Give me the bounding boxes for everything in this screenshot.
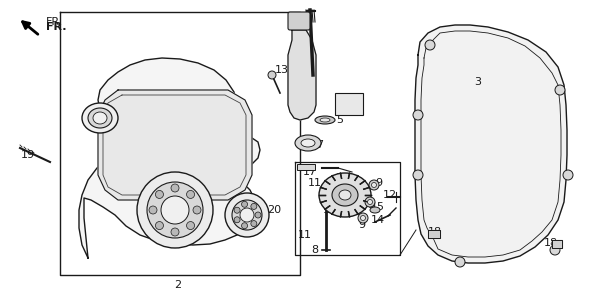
Circle shape bbox=[225, 193, 269, 237]
Circle shape bbox=[161, 196, 189, 224]
Text: FR.: FR. bbox=[46, 17, 64, 27]
Bar bbox=[297, 164, 315, 170]
Ellipse shape bbox=[332, 184, 358, 206]
Circle shape bbox=[251, 203, 257, 209]
Circle shape bbox=[171, 228, 179, 236]
Circle shape bbox=[251, 221, 257, 227]
Ellipse shape bbox=[295, 135, 321, 151]
Ellipse shape bbox=[320, 118, 330, 122]
Circle shape bbox=[137, 172, 213, 248]
Text: 16: 16 bbox=[86, 113, 100, 123]
Circle shape bbox=[240, 208, 254, 222]
Circle shape bbox=[241, 201, 248, 207]
Circle shape bbox=[360, 216, 365, 221]
Text: 2: 2 bbox=[175, 280, 182, 290]
Circle shape bbox=[255, 212, 261, 218]
Text: 17: 17 bbox=[303, 167, 317, 177]
Text: 9: 9 bbox=[368, 200, 375, 210]
Circle shape bbox=[155, 222, 163, 230]
Text: 12: 12 bbox=[383, 190, 397, 200]
Text: 3: 3 bbox=[474, 77, 481, 87]
Circle shape bbox=[555, 85, 565, 95]
Polygon shape bbox=[79, 58, 260, 258]
Ellipse shape bbox=[370, 207, 380, 213]
Circle shape bbox=[147, 182, 203, 238]
Ellipse shape bbox=[315, 116, 335, 124]
Text: 9: 9 bbox=[375, 178, 382, 188]
Circle shape bbox=[186, 191, 195, 198]
Circle shape bbox=[171, 184, 179, 192]
Text: 18: 18 bbox=[428, 227, 442, 237]
Circle shape bbox=[155, 191, 163, 198]
Text: 10: 10 bbox=[323, 205, 337, 215]
Circle shape bbox=[193, 206, 201, 214]
Circle shape bbox=[550, 245, 560, 255]
Ellipse shape bbox=[339, 190, 351, 200]
Circle shape bbox=[413, 110, 423, 120]
Text: 11: 11 bbox=[298, 230, 312, 240]
Circle shape bbox=[365, 197, 375, 207]
Circle shape bbox=[369, 180, 379, 190]
Circle shape bbox=[232, 200, 262, 230]
Text: 9: 9 bbox=[359, 220, 366, 230]
Circle shape bbox=[234, 207, 240, 213]
Circle shape bbox=[372, 182, 376, 188]
Ellipse shape bbox=[82, 103, 118, 133]
Text: 11: 11 bbox=[308, 178, 322, 188]
Polygon shape bbox=[288, 30, 316, 120]
Circle shape bbox=[149, 206, 157, 214]
Polygon shape bbox=[552, 240, 562, 248]
Circle shape bbox=[186, 222, 195, 230]
Polygon shape bbox=[415, 25, 567, 263]
Text: 19: 19 bbox=[21, 150, 35, 160]
Text: 7: 7 bbox=[316, 140, 323, 150]
Ellipse shape bbox=[88, 108, 112, 128]
Text: 13: 13 bbox=[275, 65, 289, 75]
Text: 4: 4 bbox=[350, 97, 358, 107]
Bar bbox=[335, 93, 363, 115]
Circle shape bbox=[425, 40, 435, 50]
Text: 18: 18 bbox=[544, 238, 558, 248]
Text: 8: 8 bbox=[312, 245, 319, 255]
Circle shape bbox=[241, 223, 248, 229]
Ellipse shape bbox=[93, 112, 107, 124]
Circle shape bbox=[455, 257, 465, 267]
Circle shape bbox=[268, 71, 276, 79]
Text: 20: 20 bbox=[267, 205, 281, 215]
Ellipse shape bbox=[319, 173, 371, 217]
Ellipse shape bbox=[301, 139, 315, 147]
Circle shape bbox=[413, 170, 423, 180]
FancyBboxPatch shape bbox=[288, 12, 310, 30]
Circle shape bbox=[358, 213, 368, 223]
Circle shape bbox=[234, 217, 240, 223]
Text: 14: 14 bbox=[371, 215, 385, 225]
Polygon shape bbox=[98, 90, 252, 200]
Circle shape bbox=[368, 200, 372, 204]
Text: 11: 11 bbox=[336, 173, 350, 183]
Text: 15: 15 bbox=[371, 202, 385, 212]
Text: 21: 21 bbox=[236, 227, 250, 237]
Circle shape bbox=[563, 170, 573, 180]
Text: FR.: FR. bbox=[46, 22, 67, 32]
Text: 6: 6 bbox=[304, 37, 312, 47]
Polygon shape bbox=[428, 230, 440, 238]
Text: 5: 5 bbox=[336, 115, 343, 125]
